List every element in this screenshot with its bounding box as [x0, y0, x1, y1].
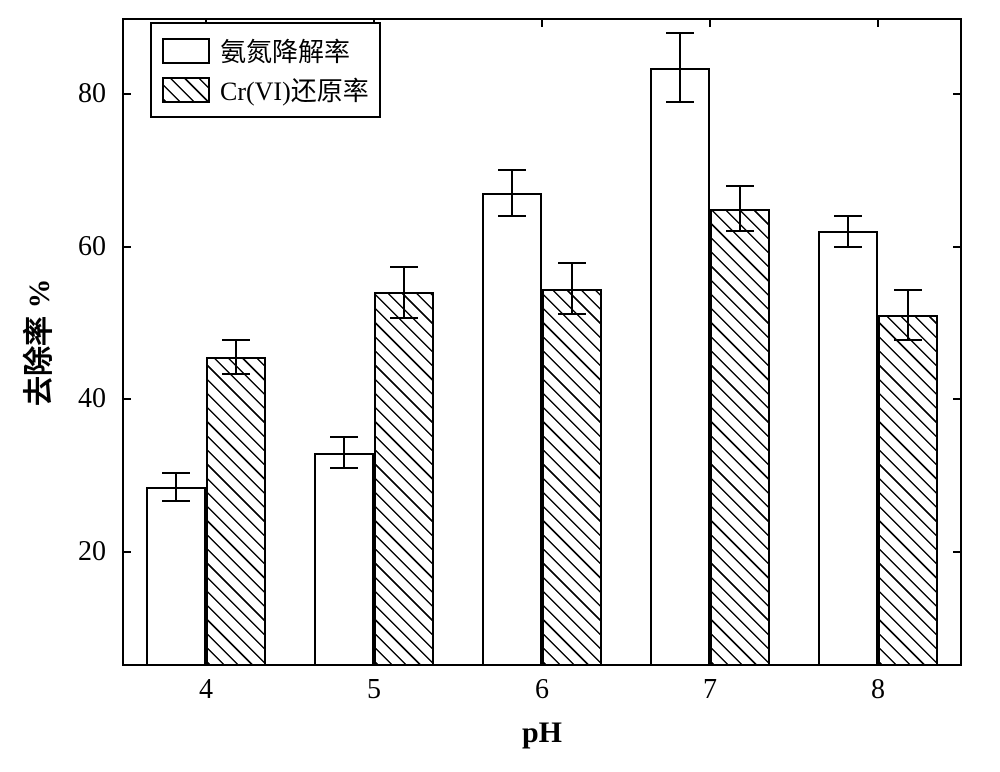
legend: 氨氮降解率Cr(VI)还原率 [150, 22, 381, 118]
legend-swatch [162, 77, 210, 103]
ytick-label: 80 [0, 78, 106, 110]
legend-label: 氨氮降解率 [220, 32, 350, 69]
xtick-label: 7 [703, 674, 717, 706]
ytick-mark [122, 93, 131, 95]
bar [818, 231, 878, 666]
ytick-mark [953, 551, 962, 553]
xtick-mark [877, 18, 879, 27]
bar [146, 487, 206, 666]
bar [374, 292, 434, 666]
xtick-mark [541, 18, 543, 27]
ytick-mark [122, 551, 131, 553]
ytick-mark [122, 246, 131, 248]
bar [650, 68, 710, 666]
bar [710, 209, 770, 666]
ytick-mark [953, 93, 962, 95]
ytick-label: 60 [0, 231, 106, 263]
xtick-label: 8 [871, 674, 885, 706]
xtick-label: 6 [535, 674, 549, 706]
bar [314, 453, 374, 666]
x-axis-label: pH [122, 716, 962, 750]
ytick-mark [953, 246, 962, 248]
xtick-mark [709, 18, 711, 27]
legend-item: 氨氮降解率 [162, 32, 369, 69]
legend-item: Cr(VI)还原率 [162, 71, 369, 108]
bar [482, 193, 542, 666]
legend-swatch [162, 38, 210, 64]
bar [206, 357, 266, 666]
ytick-label: 20 [0, 536, 106, 568]
bar [878, 315, 938, 666]
y-axis-label: 去除率 % [14, 279, 58, 407]
chart-container: 2040608045678去除率 %pH氨氮降解率Cr(VI)还原率 [0, 0, 1000, 772]
xtick-label: 4 [199, 674, 213, 706]
legend-label: Cr(VI)还原率 [220, 71, 369, 108]
ytick-mark [953, 398, 962, 400]
bar [542, 289, 602, 666]
ytick-mark [122, 398, 131, 400]
xtick-label: 5 [367, 674, 381, 706]
